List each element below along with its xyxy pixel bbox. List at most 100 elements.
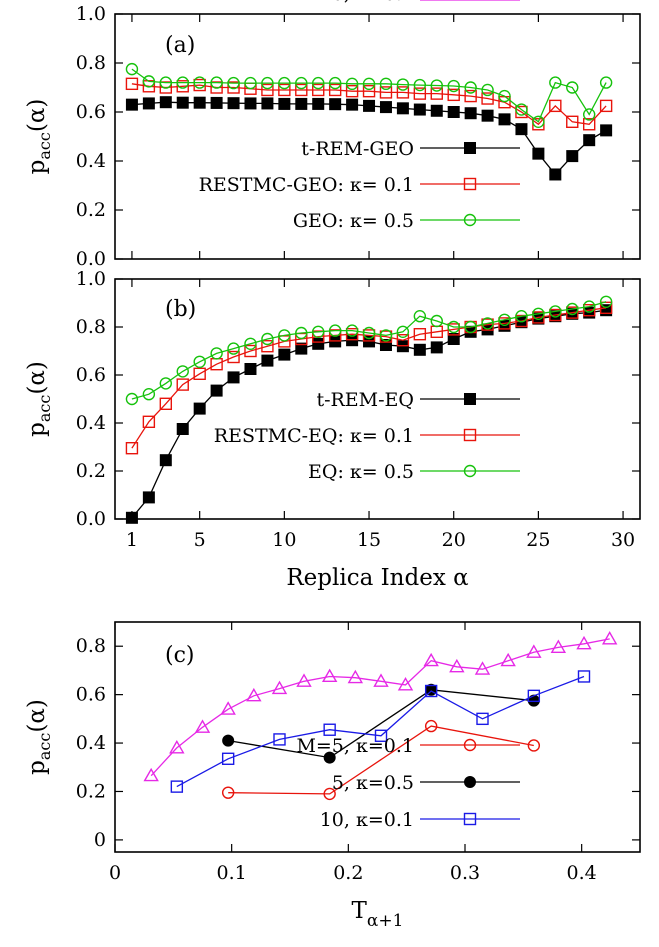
legend-label: RESTMC-GEO: κ= 0.1 — [199, 174, 414, 196]
data-point — [476, 712, 489, 726]
data-point — [159, 96, 172, 109]
data-point — [577, 670, 591, 683]
data-point — [430, 314, 443, 328]
data-point — [278, 83, 291, 97]
data-point — [222, 734, 235, 747]
data-point — [193, 355, 206, 368]
data-point — [549, 305, 562, 318]
ytick-label: 0.6 — [76, 364, 106, 386]
ytick-label: 0.8 — [76, 52, 106, 74]
series-3 — [125, 62, 613, 129]
data-point — [328, 329, 342, 342]
xtick-label: 0.1 — [217, 862, 247, 884]
data-point — [176, 96, 189, 109]
data-point — [227, 76, 240, 90]
legend-label: 20, κ=0.1 — [320, 0, 414, 5]
data-point — [413, 103, 426, 116]
ytick-label: 0.4 — [76, 732, 106, 754]
series-line — [131, 68, 607, 123]
data-point — [193, 367, 206, 380]
panel-a: 0.0 0.2 0.4 0.6 0.8 1.0 (a) pacc(α) t-REM-GEO… — [24, 3, 641, 270]
data-point — [498, 113, 511, 126]
ytick-label: 0.8 — [76, 316, 106, 338]
data-point — [125, 98, 138, 111]
panel-b-xlabel: Replica Index α — [286, 565, 468, 591]
panel-b-frame — [114, 278, 641, 520]
data-point — [363, 99, 376, 112]
data-point — [527, 689, 541, 703]
panel-a-ticks: 0.0 0.2 0.4 0.6 0.8 1.0 — [76, 3, 640, 270]
data-point — [379, 101, 392, 114]
series-3 — [170, 670, 591, 793]
legend-marker — [463, 812, 477, 826]
data-point — [210, 76, 223, 89]
data-point — [447, 106, 460, 118]
data-point — [379, 329, 393, 342]
legend-label: 5, κ=0.5 — [332, 772, 414, 794]
data-point — [373, 673, 389, 687]
panel-c: 0 0.2 0.4 0.6 0.8 0 0.1 0.2 0.3 0.4 (c) pacc(α) T… — [24, 0, 641, 931]
data-point — [526, 644, 542, 658]
ytick-label: 0.8 — [76, 635, 106, 657]
panel-c-frame — [114, 621, 641, 853]
panel-b-label: (b) — [165, 297, 196, 322]
panel-a-frame — [114, 13, 641, 260]
data-point — [159, 377, 173, 390]
data-point — [379, 77, 393, 91]
data-point — [261, 83, 274, 97]
panel-a-ylabel: pacc(α) — [24, 99, 54, 175]
legend-marker — [464, 393, 476, 405]
series-3 — [125, 295, 613, 406]
data-point — [601, 631, 618, 645]
data-point — [278, 348, 291, 361]
data-point — [423, 652, 439, 667]
data-point — [312, 337, 325, 350]
data-point — [142, 75, 156, 88]
panel-b-ylabel: pacc(α) — [24, 361, 54, 437]
panel-b: 0.00.20.40.60.81.01 5 10 15 20 25 30 (b) pacc(… — [24, 268, 641, 591]
panel-c-ticks: 0 0.2 0.4 0.6 0.8 0 0.1 0.2 0.3 0.4 — [76, 622, 640, 884]
data-point — [582, 300, 596, 313]
legend-label: GEO: κ= 0.5 — [293, 210, 414, 232]
data-point — [396, 325, 410, 338]
data-point — [566, 306, 579, 319]
legend-marker — [464, 142, 476, 154]
xtick-label: 0.3 — [450, 862, 480, 884]
data-point — [566, 81, 579, 94]
data-point — [227, 81, 240, 94]
data-point — [532, 115, 545, 129]
panel-a-legend: t-REM-GEO RESTMC-GEO: κ= 0.1 GEO: κ= 0.5 — [199, 138, 520, 232]
series-line — [228, 689, 534, 759]
data-point — [329, 98, 342, 111]
data-point — [397, 677, 414, 691]
xlabel-base: T — [352, 898, 368, 924]
data-point — [396, 334, 410, 347]
data-point — [527, 739, 541, 752]
data-point — [464, 81, 477, 94]
panel-c-xlabel: Tα+1 — [352, 898, 404, 931]
data-point — [244, 97, 257, 110]
series-1 — [125, 304, 613, 524]
data-point — [430, 341, 443, 354]
data-point — [549, 308, 562, 322]
data-point — [176, 378, 189, 391]
xtick-label: 0.4 — [567, 862, 597, 884]
data-point — [549, 99, 562, 113]
data-point — [430, 79, 443, 92]
panel-c-ylabel: pacc(α) — [24, 699, 54, 775]
data-point — [362, 326, 376, 340]
data-point — [515, 310, 528, 323]
data-point — [221, 786, 235, 799]
data-point — [532, 147, 545, 160]
data-point — [295, 342, 308, 355]
data-point — [312, 83, 325, 97]
data-point — [210, 96, 223, 109]
series-1 — [221, 719, 541, 801]
data-point — [261, 97, 274, 110]
data-point — [321, 668, 338, 683]
data-point — [347, 669, 364, 684]
data-point — [515, 314, 528, 328]
data-point — [170, 780, 184, 793]
data-point — [244, 363, 257, 375]
